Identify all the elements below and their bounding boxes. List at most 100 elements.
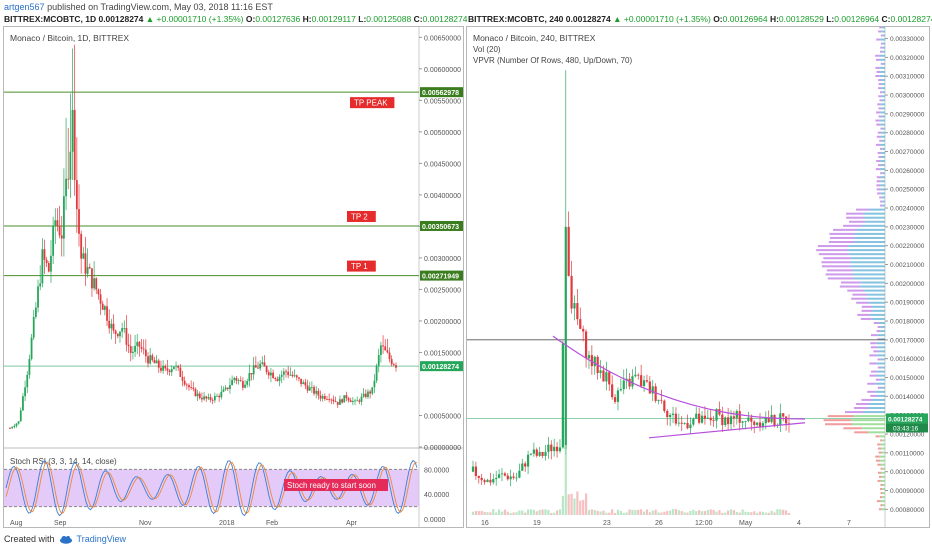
vpvr-bar-down xyxy=(871,370,878,373)
left-candle-body xyxy=(110,323,113,329)
vpvr-bar-down xyxy=(878,508,882,511)
left-candle-body xyxy=(22,396,24,411)
vpvr-bar-down xyxy=(817,245,849,248)
right-candle-body xyxy=(756,422,759,425)
left-candle-body xyxy=(119,331,121,337)
vpvr-bar-down xyxy=(880,200,883,203)
left-chart-panel[interactable]: Monaco / Bitcoin, 1D, BITTREX Stoch RSI … xyxy=(3,26,464,528)
right-candle-body xyxy=(573,303,576,309)
right-candle-body xyxy=(669,414,672,418)
vpvr-bar-down xyxy=(880,439,883,442)
vpvr-bar-up xyxy=(876,362,885,365)
volume-bar xyxy=(515,512,518,515)
vpvr-bar-up xyxy=(877,334,885,337)
vpvr-bar-down xyxy=(845,411,864,414)
vpvr-bar-up xyxy=(882,439,885,442)
left-candle-body xyxy=(65,178,67,197)
left-candle-body xyxy=(362,393,365,397)
vpvr-bar-down xyxy=(823,257,852,260)
volume-bar xyxy=(547,509,550,515)
right-candle-body xyxy=(692,418,695,425)
left-candle-body xyxy=(339,399,341,405)
vpvr-bar-up xyxy=(882,50,885,53)
left-candle-body xyxy=(218,395,221,398)
vpvr-bar-down xyxy=(877,151,881,154)
vpvr-bar-up xyxy=(856,228,885,231)
vpvr-bar-down xyxy=(852,293,868,296)
right-y-tick-label: 0.00140000 xyxy=(890,394,925,401)
volume-bar xyxy=(506,511,509,515)
left-candle-body xyxy=(56,220,59,226)
volume-bar xyxy=(747,511,750,515)
volume-bar xyxy=(471,511,475,515)
left-candle-body xyxy=(67,178,70,180)
right-candle-body xyxy=(492,479,495,483)
right-chart-svg[interactable]: Monaco / Bitcoin, 240, BITTREX Vol (20) … xyxy=(467,26,929,527)
left-candle-body xyxy=(198,393,201,398)
right-candle-body xyxy=(599,370,602,374)
left-y-tick-label: 0.00200000 xyxy=(424,319,461,326)
right-candle-body xyxy=(500,473,504,475)
left-candle-body xyxy=(272,372,274,379)
vpvr-bar-up xyxy=(882,488,885,491)
left-open: 0.00127636 xyxy=(255,14,301,24)
volume-bar xyxy=(611,509,614,515)
vpvr-bar-up xyxy=(881,95,885,98)
left-candle-body xyxy=(24,387,26,397)
left-candle-body xyxy=(382,345,384,347)
vpvr-bar-up xyxy=(881,475,885,478)
right-candle-body xyxy=(689,424,692,429)
right-candle-body xyxy=(785,416,788,424)
vpvr-bar-down xyxy=(879,99,882,102)
left-y-tick-label: 0.00050000 xyxy=(424,413,461,420)
vpvr-bar-down xyxy=(876,176,881,179)
author-link[interactable]: artgen567 xyxy=(4,2,45,12)
vpvr-bar-up xyxy=(882,62,885,65)
volume-bar xyxy=(555,510,559,515)
left-x-tick-label: Aug xyxy=(10,520,23,527)
vpvr-bar-down xyxy=(861,398,873,401)
right-candle-body xyxy=(509,476,512,480)
vpvr-bar-up xyxy=(880,463,885,466)
right-chart-panel[interactable]: Monaco / Bitcoin, 240, BITTREX Vol (20) … xyxy=(466,26,930,528)
left-candle-body xyxy=(196,393,199,397)
right-candle-body xyxy=(515,477,518,479)
vpvr-bar-up xyxy=(882,46,885,49)
left-candle-body xyxy=(306,385,309,391)
left-candle-body xyxy=(71,109,74,152)
left-candle-body xyxy=(289,374,292,376)
vpvr-bar-down xyxy=(877,326,881,329)
vpvr-bar-up xyxy=(882,492,885,495)
vpvr-bar-up xyxy=(882,496,885,499)
left-candle-body xyxy=(108,320,111,329)
vpvr-bar-down xyxy=(876,500,881,503)
left-candle-body xyxy=(380,345,382,355)
vpvr-bar-up xyxy=(880,443,885,446)
cloud-icon xyxy=(59,535,72,544)
left-candle-body xyxy=(160,367,162,371)
left-candle-body xyxy=(34,307,37,317)
left-level-note-box xyxy=(350,97,395,109)
volume-bar xyxy=(660,512,663,515)
left-candle-body xyxy=(15,423,18,427)
volume-bar xyxy=(770,510,773,515)
vpvr-bar-up xyxy=(880,70,885,73)
left-candle-body xyxy=(317,390,320,396)
left-candle-body xyxy=(168,370,171,373)
right-y-tick-label: 0.00260000 xyxy=(890,168,925,175)
left-candle-body xyxy=(95,278,98,290)
tradingview-logo-text[interactable]: TradingView xyxy=(76,534,127,544)
vpvr-bar-down xyxy=(880,46,883,49)
left-chart-svg[interactable]: Monaco / Bitcoin, 1D, BITTREX Stoch RSI … xyxy=(4,27,463,527)
vpvr-bar-down xyxy=(878,115,882,118)
volume-bar xyxy=(767,512,770,515)
left-h-label: H: xyxy=(302,14,312,24)
left-candle-body xyxy=(323,396,326,400)
vpvr-legend: VPVR (Number Of Rows, 480, Up/Down, 70) xyxy=(473,56,633,65)
vpvr-bar-up xyxy=(853,415,885,418)
left-candle-body xyxy=(205,396,208,399)
volume-bar xyxy=(625,512,628,515)
vpvr-bar-up xyxy=(876,394,885,397)
volume-bar xyxy=(642,511,646,515)
left-candle-body xyxy=(252,365,255,375)
